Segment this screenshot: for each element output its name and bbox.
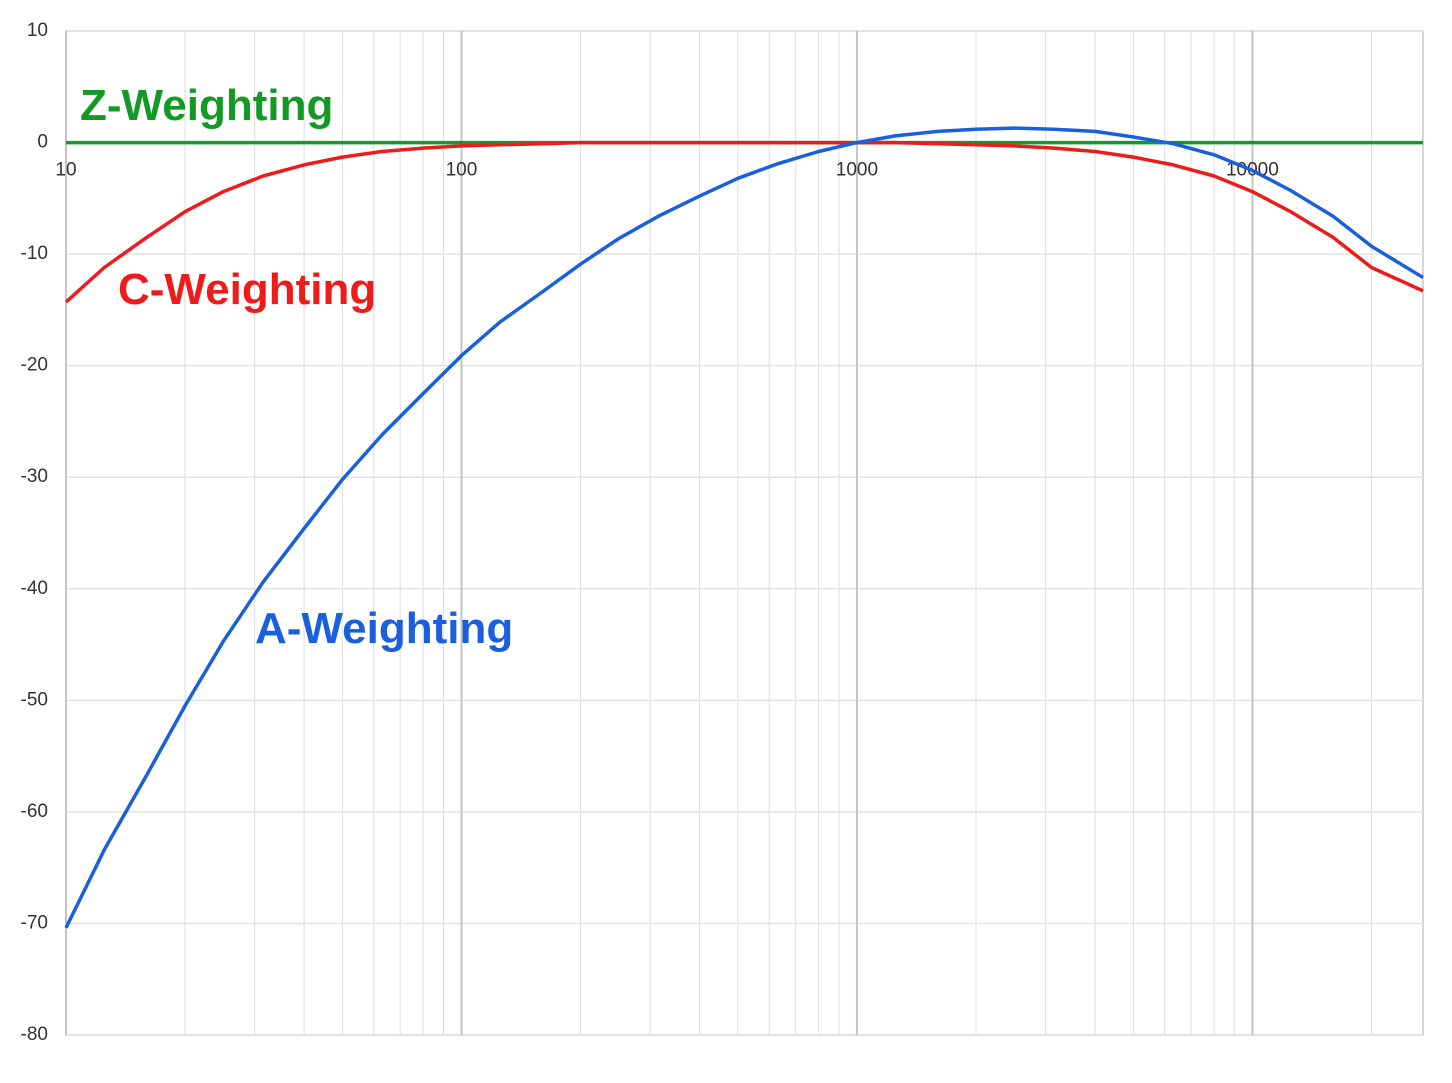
y-tick-label: -20 (21, 355, 48, 376)
x-tick-label: 100 (446, 160, 478, 181)
x-tick-label: 10 (55, 160, 76, 181)
plot-area (65, 30, 1424, 1036)
series-label: Z-Weighting (80, 81, 333, 130)
y-tick-label: -30 (21, 466, 48, 487)
series-label: A-Weighting (255, 604, 513, 653)
x-tick-label: 1000 (836, 160, 878, 181)
series-label: C-Weighting (118, 265, 376, 314)
y-tick-label: 10 (27, 20, 48, 41)
y-tick-label: -50 (21, 689, 48, 710)
series-line (64, 140, 1424, 304)
y-tick-label: -70 (21, 912, 48, 933)
y-tick-label: -60 (21, 801, 48, 822)
series-line (64, 126, 1424, 929)
y-tick-label: -10 (21, 243, 48, 264)
y-tick-label: -40 (21, 578, 48, 599)
y-tick-label: -80 (21, 1024, 48, 1045)
y-tick-label: 0 (37, 132, 48, 153)
